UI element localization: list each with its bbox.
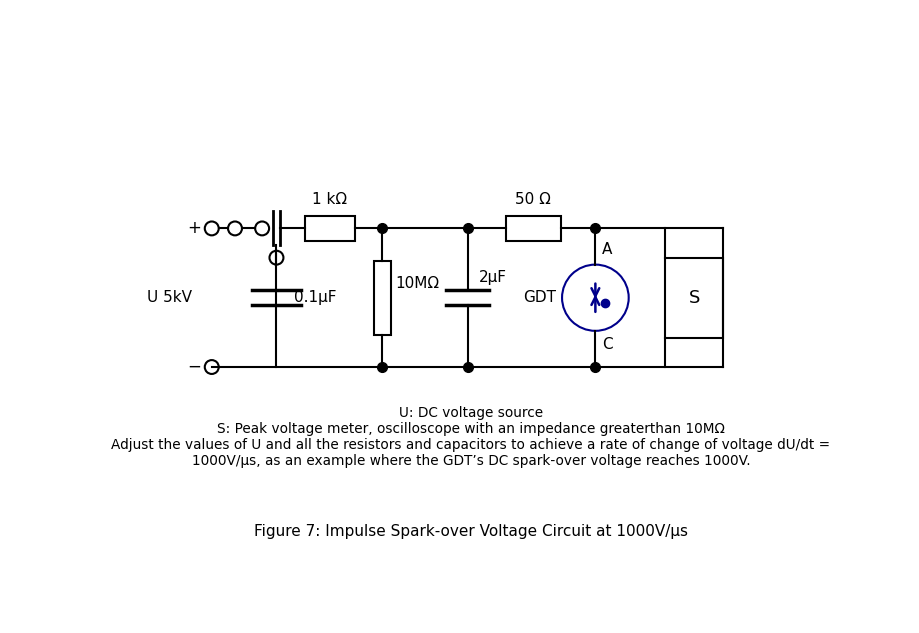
- Text: 50 Ω: 50 Ω: [516, 192, 551, 207]
- Text: U: DC voltage source: U: DC voltage source: [399, 406, 543, 420]
- Text: S: Peak voltage meter, oscilloscope with an impedance greaterthan 10MΩ: S: Peak voltage meter, oscilloscope with…: [217, 422, 725, 436]
- Bar: [374, 261, 391, 335]
- Text: S: S: [688, 289, 700, 307]
- Bar: [506, 216, 561, 241]
- Text: 2μF: 2μF: [479, 270, 507, 285]
- Bar: [305, 216, 355, 241]
- Bar: [665, 258, 723, 338]
- Text: U 5kV: U 5kV: [147, 290, 192, 305]
- Text: Adjust the values of U and all the resistors and capacitors to achieve a rate of: Adjust the values of U and all the resis…: [111, 438, 831, 452]
- Text: −: −: [187, 358, 201, 376]
- Text: 1 kΩ: 1 kΩ: [312, 192, 347, 207]
- Text: 0.1μF: 0.1μF: [293, 290, 336, 305]
- Text: 10MΩ: 10MΩ: [395, 277, 439, 291]
- Text: Figure 7: Impulse Spark-over Voltage Circuit at 1000V/μs: Figure 7: Impulse Spark-over Voltage Cir…: [254, 523, 688, 539]
- Text: +: +: [187, 220, 201, 237]
- Text: GDT: GDT: [523, 290, 556, 305]
- Text: 1000V/μs, as an example where the GDT’s DC spark-over voltage reaches 1000V.: 1000V/μs, as an example where the GDT’s …: [192, 454, 750, 468]
- Text: A: A: [602, 242, 612, 257]
- Text: C: C: [602, 337, 612, 352]
